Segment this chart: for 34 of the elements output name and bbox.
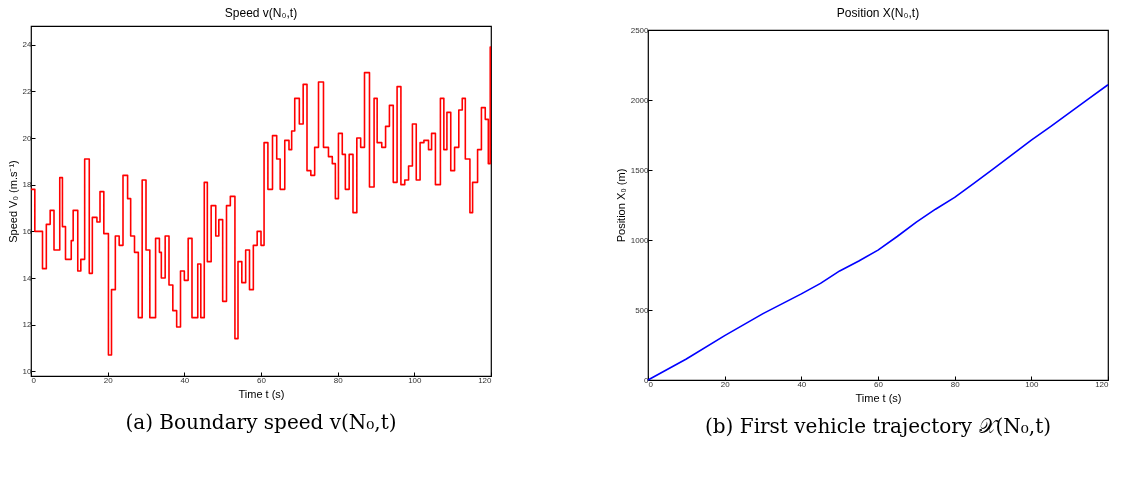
x-tick-label: 120 bbox=[478, 375, 493, 385]
text: (a) Boundary speed v(N₀,t) bbox=[125, 410, 397, 434]
y-tick-label: 1000 bbox=[630, 235, 650, 245]
y-tick-label: 500 bbox=[635, 305, 650, 315]
chart-title: Speed v(N₀,t) bbox=[224, 6, 298, 20]
y-tick-label: 14 bbox=[22, 273, 33, 283]
y-tick-label: 1500 bbox=[630, 165, 650, 175]
x-tick-label: 60 bbox=[874, 379, 884, 389]
x-axis-title: Time t (s) bbox=[855, 391, 902, 404]
text: (b) First vehicle trajectory 𝒳(N₀,t) bbox=[704, 414, 1052, 438]
x-tick-label: 40 bbox=[180, 375, 190, 385]
y-tick-label: 2500 bbox=[630, 25, 650, 35]
y-tick-label: 10 bbox=[22, 366, 33, 376]
y-tick-label: 18 bbox=[22, 180, 33, 190]
y-tick-label: 20 bbox=[22, 133, 33, 143]
y-tick-label: 2000 bbox=[630, 95, 650, 105]
x-axis-title: Time t (s) bbox=[238, 387, 285, 400]
x-tick-label: 20 bbox=[720, 379, 731, 389]
x-tick-label: 100 bbox=[1025, 379, 1040, 389]
y-axis-title: Speed V₀ (m.s⁻¹) bbox=[6, 160, 19, 243]
x-tick-label: 20 bbox=[103, 375, 114, 385]
x-tick-label: 100 bbox=[408, 375, 423, 385]
x-tick-label: 80 bbox=[950, 379, 961, 389]
y-tick-label: 16 bbox=[22, 226, 33, 236]
x-tick-label: 60 bbox=[257, 375, 267, 385]
x-tick-label: 40 bbox=[797, 379, 807, 389]
y-tick-label: 22 bbox=[22, 86, 33, 96]
y-axis-title: Position X₀ (m) bbox=[614, 168, 627, 243]
chart-title: Position X(N₀,t) bbox=[836, 6, 920, 20]
x-tick-label: 80 bbox=[333, 375, 344, 385]
x-tick-label: 120 bbox=[1095, 379, 1110, 389]
y-tick-label: 12 bbox=[22, 320, 33, 330]
line-series bbox=[647, 83, 1109, 381]
y-tick-label: 24 bbox=[22, 40, 33, 50]
